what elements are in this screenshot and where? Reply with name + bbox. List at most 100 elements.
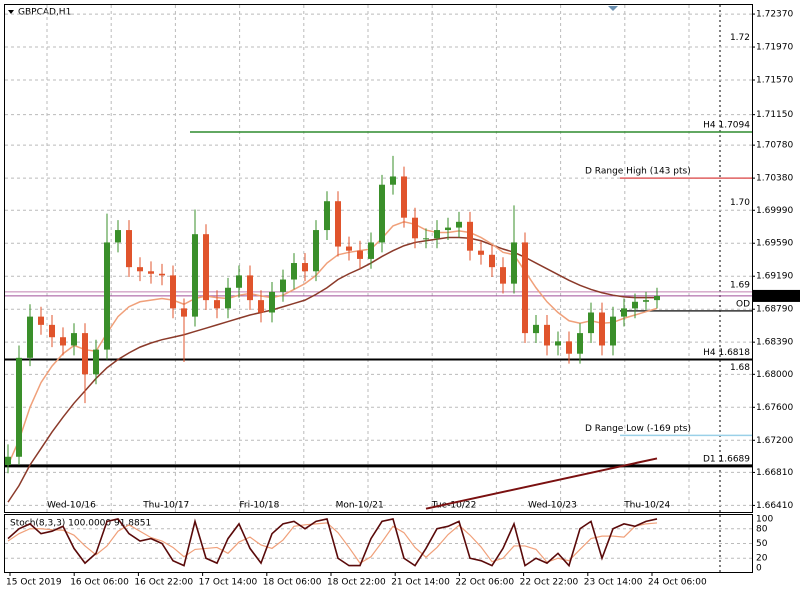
candle-body <box>137 267 143 272</box>
stoch-tick-label: 20 <box>756 554 768 564</box>
stoch-tick-label: 100 <box>756 514 773 524</box>
x-tick-label: 21 Oct 14:00 <box>391 578 450 588</box>
y-tick-label: 1.66810 <box>756 468 793 478</box>
level-label: OD <box>736 299 750 309</box>
y-tick-label: 1.72370 <box>756 10 793 20</box>
moving-average <box>7 221 658 466</box>
candle-body <box>467 221 473 251</box>
x-tick-label: 15 Oct 2019 <box>6 578 62 588</box>
candle-body <box>291 263 297 280</box>
level-label: D Range Low (-169 pts) <box>585 424 691 434</box>
level-label: D1 1.6689 <box>703 454 750 464</box>
day-label: Thu-10/24 <box>623 501 670 511</box>
y-tick-label: 1.70780 <box>756 141 793 151</box>
candle-body <box>390 176 396 185</box>
candle-body <box>379 184 385 243</box>
y-tick-label: 1.69590 <box>756 239 793 249</box>
shift-marker <box>608 6 618 11</box>
y-tick-label: 1.69990 <box>756 206 793 216</box>
candle-body <box>5 456 11 466</box>
candle-body <box>192 234 198 317</box>
y-tick-label: 1.69190 <box>756 272 793 282</box>
candle-body <box>610 316 616 346</box>
y-tick-label: 1.71150 <box>756 110 793 120</box>
candle-body <box>302 263 308 272</box>
candle-body <box>456 221 462 228</box>
candle-body <box>401 176 407 218</box>
level-label: H4 1.6818 <box>703 348 750 358</box>
x-tick-label: 16 Oct 06:00 <box>70 578 129 588</box>
candle-body <box>489 254 495 268</box>
candle-body <box>522 242 528 334</box>
day-label: Wed-10/23 <box>528 501 577 511</box>
candle-body <box>214 300 220 309</box>
level-label: D Range High (143 pts) <box>585 167 691 177</box>
y-tick-label: 1.68390 <box>756 338 793 348</box>
round-level-label: 1.72 <box>730 33 750 43</box>
candle-body <box>181 308 187 317</box>
round-level-label: 1.69 <box>730 280 750 290</box>
candle-body <box>159 273 165 276</box>
candle-body <box>38 316 44 325</box>
stoch-tick-label: 80 <box>756 524 768 534</box>
x-tick-label: 16 Oct 22:00 <box>134 578 193 588</box>
stoch-frame <box>4 514 753 573</box>
day-label: Tue-10/22 <box>431 501 477 511</box>
candle-body <box>60 337 66 346</box>
candle-body <box>82 333 88 375</box>
candle-body <box>500 267 506 284</box>
day-label: Wed-10/16 <box>47 501 96 511</box>
day-label: Mon-10/21 <box>336 501 384 511</box>
candle-body <box>71 333 77 346</box>
candle-body <box>258 300 264 313</box>
day-label: Thu-10/17 <box>142 501 189 511</box>
price-box <box>752 289 800 302</box>
candle-body <box>544 324 550 346</box>
candle-body <box>148 271 154 274</box>
candle-body <box>423 238 429 240</box>
y-tick-label: 1.66410 <box>756 501 793 511</box>
candle-body <box>27 316 33 358</box>
candle-body <box>632 301 638 309</box>
candle-body <box>236 275 242 288</box>
candle-body <box>643 300 649 302</box>
candle-body <box>335 201 341 247</box>
x-tick-label: 18 Oct 22:00 <box>327 578 386 588</box>
candle-body <box>203 234 209 301</box>
candle-body <box>16 357 22 457</box>
x-tick-label: 24 Oct 06:00 <box>648 578 707 588</box>
x-tick-label: 22 Oct 22:00 <box>520 578 579 588</box>
candle-body <box>478 250 484 255</box>
moving-average <box>7 236 657 503</box>
round-level-label: 1.70 <box>730 198 750 208</box>
stoch-title: Stoch(8,3,3) 100.0000 91.8851 <box>10 519 151 529</box>
candle-body <box>104 242 110 350</box>
candle-body <box>115 230 121 243</box>
y-tick-label: 1.67200 <box>756 436 793 446</box>
x-tick-label: 22 Oct 06:00 <box>455 578 514 588</box>
menu-arrow <box>8 10 14 14</box>
candle-body <box>49 324 55 338</box>
candle-body <box>346 246 352 251</box>
candle-body <box>269 291 275 313</box>
candle-body <box>577 333 583 354</box>
candle-body <box>324 201 330 231</box>
candle-body <box>170 275 176 309</box>
candle-body <box>599 312 605 346</box>
price-label: 1.68951 <box>756 291 793 301</box>
candle-body <box>445 227 451 231</box>
y-tick-label: 1.70380 <box>756 174 793 184</box>
main-frame <box>4 4 753 513</box>
candle-body <box>566 341 572 354</box>
level-label: H4 1.7094 <box>703 120 750 130</box>
trend-line <box>425 457 658 510</box>
stoch-main <box>7 517 658 568</box>
candle-body <box>247 275 253 301</box>
candle-body <box>412 217 418 239</box>
stoch-tick-label: 0 <box>756 564 762 574</box>
stoch-tick-label: 50 <box>756 539 768 549</box>
x-tick-label: 18 Oct 06:00 <box>263 578 322 588</box>
